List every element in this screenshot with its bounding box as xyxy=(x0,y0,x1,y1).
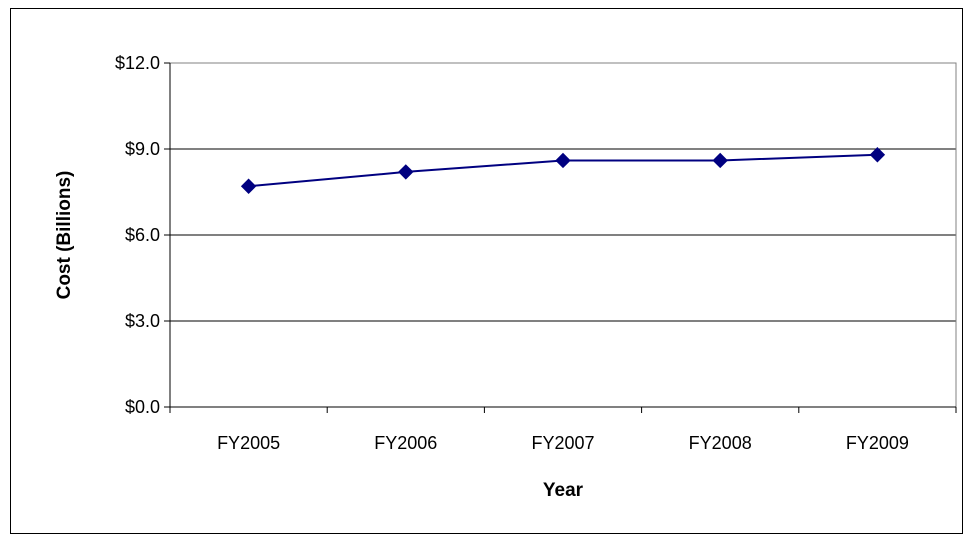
y-axis-ticks: $0.0 $3.0 $6.0 $9.0 $12.0 xyxy=(115,53,170,417)
x-tick-label: FY2009 xyxy=(846,433,909,453)
data-point-marker xyxy=(398,164,414,180)
y-tick-label: $6.0 xyxy=(125,225,160,245)
data-point-marker xyxy=(869,147,886,163)
series-group xyxy=(240,147,886,194)
x-tick-label: FY2006 xyxy=(374,433,437,453)
x-axis-ticks: FY2005 FY2006 FY2007 FY2008 FY2009 xyxy=(169,407,957,453)
y-tick-label: $3.0 xyxy=(125,311,160,331)
y-tick-label: $9.0 xyxy=(125,139,160,159)
data-point-marker xyxy=(555,152,571,169)
data-point-marker xyxy=(712,152,728,169)
x-tick-label: FY2007 xyxy=(531,433,594,453)
x-tick-label: FY2005 xyxy=(217,433,280,453)
x-axis-title: Year xyxy=(543,480,584,501)
y-axis-title: Cost (Billions) xyxy=(54,171,75,300)
data-point-marker xyxy=(240,178,257,194)
chart-frame xyxy=(10,8,963,534)
x-tick-label: FY2008 xyxy=(689,433,752,453)
y-tick-label: $0.0 xyxy=(125,397,160,417)
gridlines xyxy=(170,62,956,322)
y-tick-label: $12.0 xyxy=(115,53,160,73)
